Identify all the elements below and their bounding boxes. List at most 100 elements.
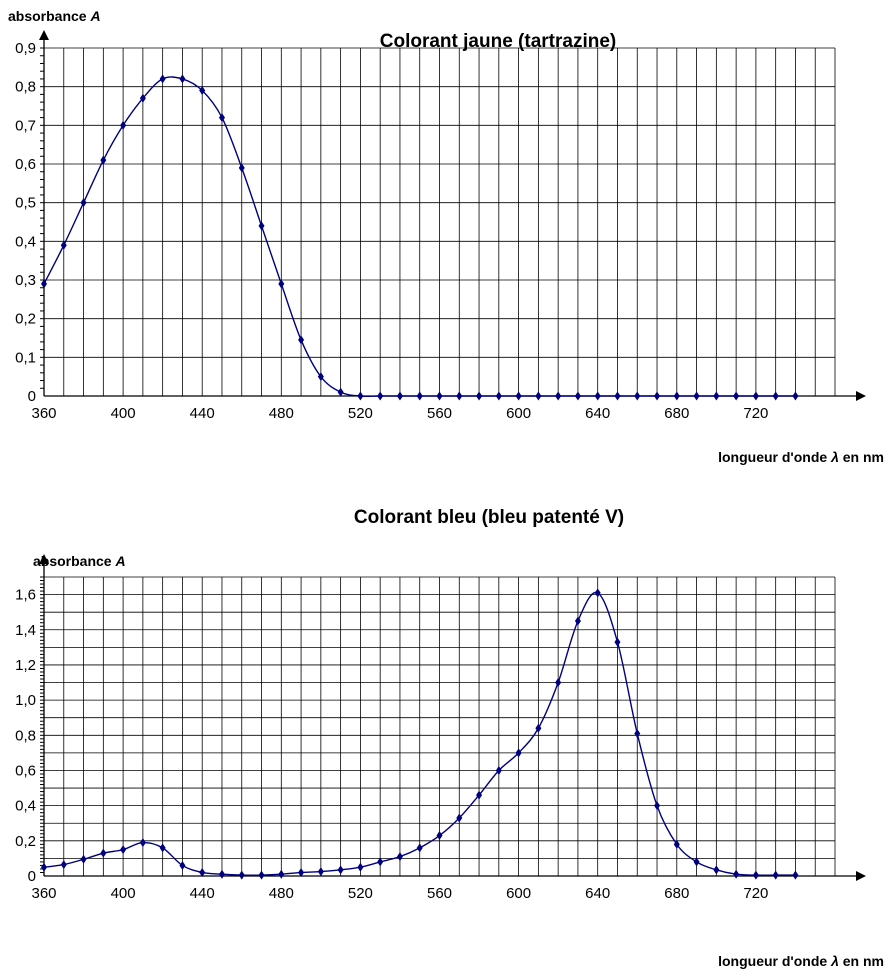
blue-chart-x-axis-title: longueur d'onde λ en nm	[718, 953, 884, 969]
yellow-chart-y-axis-title: absorbance A	[8, 8, 101, 24]
yellow-chart-x-axis-title-main: longueur d'onde	[718, 449, 831, 465]
blue-chart-y-axis-title-symbol: A	[114, 553, 125, 569]
yellow-chart-x-axis-title-symbol: λ	[830, 449, 839, 465]
yellow-chart-x-axis-title-unit: en nm	[839, 449, 884, 465]
blue-chart-x-axis-title-main: longueur d'onde	[718, 953, 831, 969]
blue-chart-data-point	[396, 852, 403, 862]
yellow-chart-data-point	[456, 391, 463, 401]
blue-chart-x-tick-label: 720	[743, 885, 768, 902]
blue-chart-data-point	[574, 616, 581, 626]
blue-chart-data-point	[614, 637, 621, 647]
blue-chart-data-point	[337, 865, 344, 875]
yellow-chart-data-point	[258, 221, 265, 231]
yellow-chart-y-axis-title-main: absorbance	[8, 8, 90, 24]
blue-chart-data-point	[733, 869, 740, 879]
blue-chart-x-tick-label: 360	[31, 885, 56, 902]
yellow-chart-title: Colorant jaune (tartrazine)	[380, 31, 616, 52]
blue-chart-data-point	[654, 801, 661, 811]
yellow-chart-x-tick-label: 640	[585, 405, 610, 422]
blue-chart-x-axis-title-unit: en nm	[839, 953, 884, 969]
yellow-chart-data-point	[60, 240, 67, 250]
blue-chart-y-tick-label: 0,8	[15, 727, 36, 744]
blue-chart-data-point	[357, 862, 364, 872]
blue-chart-x-axis-title-symbol: λ	[830, 953, 839, 969]
blue-chart-data-point	[515, 748, 522, 758]
blue-chart-x-tick-label: 440	[190, 885, 215, 902]
yellow-chart-data-point	[120, 120, 127, 130]
yellow-chart-data-point	[159, 74, 166, 84]
yellow-chart-data-point	[792, 391, 799, 401]
yellow-chart-data-point	[396, 391, 403, 401]
yellow-chart-data-point	[476, 391, 483, 401]
yellow-chart-x-tick-label: 560	[427, 405, 452, 422]
blue-chart-x-tick-label: 400	[111, 885, 136, 902]
yellow-chart-x-tick-label: 360	[31, 405, 56, 422]
yellow-chart-data-point	[238, 163, 245, 173]
blue-chart-data-point	[159, 843, 166, 853]
blue-chart-grid	[44, 576, 836, 876]
yellow-chart-data-point	[199, 86, 206, 96]
yellow-chart-x-axis-arrow	[856, 391, 866, 401]
blue-chart-data-point	[416, 843, 423, 853]
blue-chart-y-tick-label: 1,4	[15, 622, 36, 639]
yellow-chart-x-axis-title: longueur d'onde λ en nm	[718, 449, 884, 465]
yellow-chart-data-point	[535, 391, 542, 401]
yellow-chart-data-point	[278, 279, 285, 289]
blue-chart-data-point	[278, 869, 285, 879]
yellow-chart-data-point	[574, 391, 581, 401]
blue-chart-data-point	[238, 870, 245, 880]
blue-chart-y-tick-label: 0	[28, 868, 36, 885]
yellow-chart-grid	[44, 47, 836, 396]
yellow-chart-data-point	[416, 391, 423, 401]
yellow-chart-data-point	[218, 113, 225, 123]
blue-chart-data-point	[139, 838, 146, 848]
yellow-chart-data-point	[713, 391, 720, 401]
blue-chart-data-point	[199, 867, 206, 877]
yellow-chart-y-tick-label: 0,4	[15, 233, 36, 250]
yellow-chart-data-point	[100, 155, 107, 165]
blue-chart-data-point	[60, 860, 67, 870]
yellow-chart-data-point	[752, 391, 759, 401]
yellow-chart-data-point	[436, 391, 443, 401]
blue-chart-data-point	[555, 678, 562, 688]
yellow-chart-data-point	[139, 93, 146, 103]
yellow-chart-y-tick-label: 0,8	[15, 79, 36, 96]
blue-chart-data-point	[634, 729, 641, 739]
blue-chart-data-point	[476, 790, 483, 800]
yellow-chart-data-point	[772, 391, 779, 401]
yellow-chart-data-point	[179, 74, 186, 84]
blue-chart-data-point	[120, 845, 127, 855]
blue-chart-x-tick-label: 560	[427, 885, 452, 902]
yellow-chart-data-point	[733, 391, 740, 401]
blue-chart-data-point	[693, 857, 700, 867]
yellow-chart-data-point	[80, 198, 87, 208]
yellow-chart-ticks: 360 400 440 480 520 560 600 640 680 720 0 0,1 0,2 0,3…	[15, 40, 768, 422]
yellow-chart-data-point	[357, 391, 364, 401]
blue-chart-data-point	[80, 854, 87, 864]
blue-chart-data-point	[535, 723, 542, 733]
yellow-chart-data-point	[495, 391, 502, 401]
yellow-chart-data-point	[614, 391, 621, 401]
yellow-chart-data-point	[693, 391, 700, 401]
yellow-chart-y-axis-arrow	[39, 30, 49, 40]
blue-chart-data-point	[713, 865, 720, 875]
blue-chart-y-tick-label: 0,2	[15, 833, 36, 850]
blue-chart-y-tick-label: 0,4	[15, 798, 36, 815]
yellow-chart-y-tick-label: 0,7	[15, 117, 36, 134]
yellow-chart-x-tick-label: 680	[664, 405, 689, 422]
blue-chart-data-point	[298, 867, 305, 877]
yellow-chart-y-tick-label: 0,9	[15, 40, 36, 57]
yellow-chart-y-axis-title-symbol: A	[89, 8, 100, 24]
yellow-chart-data-point	[377, 391, 384, 401]
blue-chart-y-tick-label: 1,2	[15, 657, 36, 674]
blue-chart-data-point	[495, 765, 502, 775]
blue-dye-chart: 360 400 440 480 520 560 600 640 680 720 0 0,2 0,4 0,6…	[15, 507, 884, 969]
blue-chart-x-tick-label: 680	[664, 885, 689, 902]
blue-chart-data-point	[673, 839, 680, 849]
yellow-chart-data-point	[337, 387, 344, 397]
blue-chart-y-axis-title: absorbance A	[33, 553, 126, 569]
yellow-chart-y-tick-label: 0,1	[15, 349, 36, 366]
blue-chart-y-tick-label: 0,6	[15, 762, 36, 779]
blue-chart-x-tick-label: 600	[506, 885, 531, 902]
